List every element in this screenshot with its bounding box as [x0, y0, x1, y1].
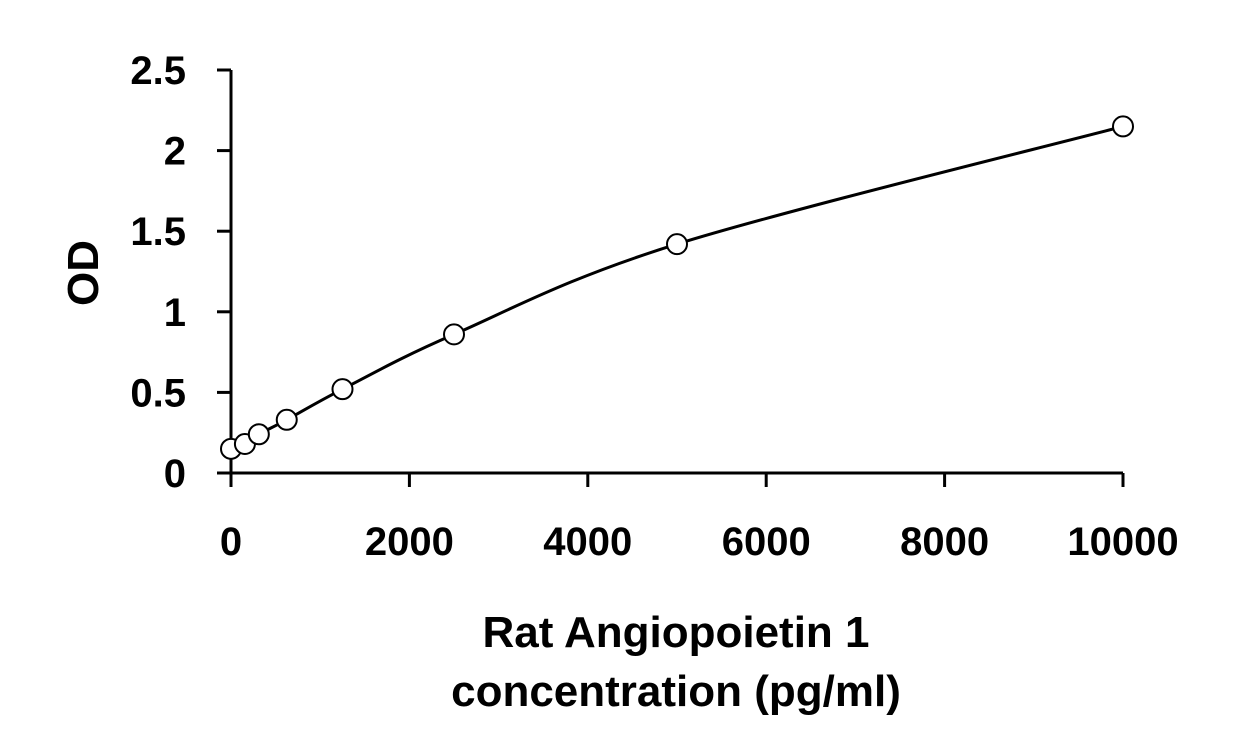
y-tick-label: 2	[164, 130, 186, 174]
x-tick-label: 6000	[722, 520, 811, 564]
y-tick-label: 0.5	[130, 371, 186, 415]
y-tick-label: 1	[164, 291, 186, 335]
axes	[217, 70, 1123, 475]
x-tick-label: 8000	[900, 520, 989, 564]
y-tick-label: 0	[164, 452, 186, 496]
data-point-marker	[1112, 115, 1134, 138]
x-axis-ticks: 0 2000 4000 6000 8000 10000	[220, 473, 1179, 564]
x-axis-label-line-2: concentration (pg/ml)	[451, 667, 901, 716]
data-point-marker	[331, 378, 354, 401]
x-tick-label: 2000	[365, 520, 454, 564]
data-point-marker	[443, 323, 465, 346]
data-points	[220, 115, 1134, 460]
x-tick-label: 10000	[1067, 520, 1178, 564]
y-axis-label: OD	[59, 240, 108, 306]
fit-curve-line	[230, 124, 1124, 451]
x-tick-label: 0	[220, 520, 242, 564]
x-tick-label: 4000	[543, 520, 632, 564]
data-point-marker	[247, 423, 270, 446]
y-tick-label: 2.5	[130, 49, 186, 93]
y-tick-label: 1.5	[130, 210, 186, 254]
data-point-marker	[666, 233, 688, 256]
data-point-marker	[275, 408, 298, 431]
y-axis-ticks: 0 0.5 1 1.5 2 2.5	[130, 49, 231, 496]
x-axis-label-line-1: Rat Angiopoietin 1	[482, 608, 869, 657]
